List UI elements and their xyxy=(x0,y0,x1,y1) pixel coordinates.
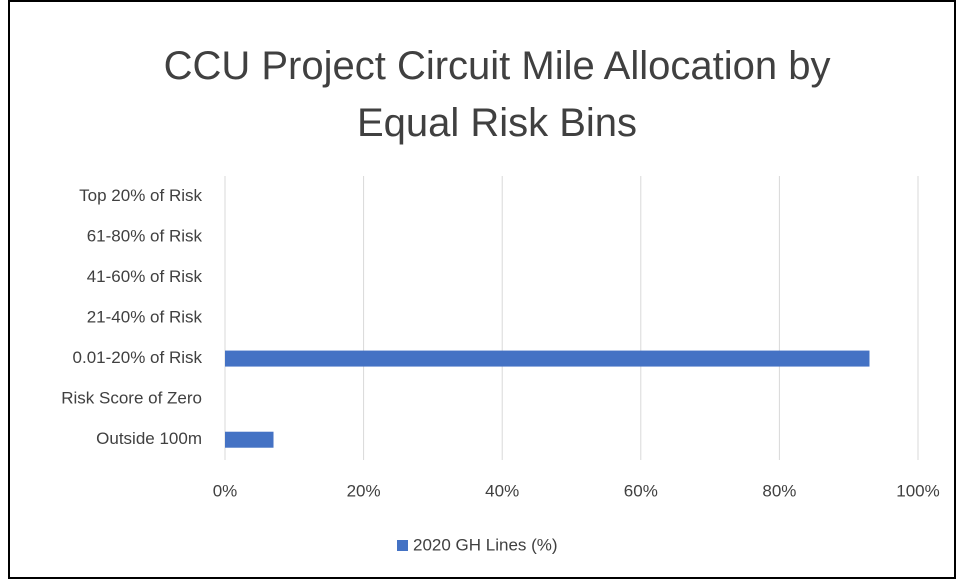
y-tick-label: 21-40% of Risk xyxy=(87,307,203,326)
x-tick-label: 80% xyxy=(762,481,796,500)
x-tick-label: 100% xyxy=(896,481,939,500)
x-tick-label: 20% xyxy=(347,481,381,500)
bar xyxy=(225,350,870,367)
y-tick-label: Outside 100m xyxy=(96,429,202,448)
y-tick-label: Top 20% of Risk xyxy=(79,186,202,205)
x-tick-label: 40% xyxy=(485,481,519,500)
chart-border xyxy=(8,0,956,579)
chart-title: CCU Project Circuit Mile Allocation by E… xyxy=(163,44,831,145)
legend-label: 2020 GH Lines (%) xyxy=(413,535,558,554)
y-tick-label: 41-60% of Risk xyxy=(87,267,203,286)
x-tick-label: 0% xyxy=(213,481,238,500)
legend-swatch xyxy=(397,540,408,551)
y-tick-label: 0.01-20% of Risk xyxy=(73,348,203,367)
x-tick-label: 60% xyxy=(624,481,658,500)
bar xyxy=(225,431,274,448)
y-tick-label: 61-80% of Risk xyxy=(87,226,203,245)
y-tick-label: Risk Score of Zero xyxy=(61,389,202,408)
